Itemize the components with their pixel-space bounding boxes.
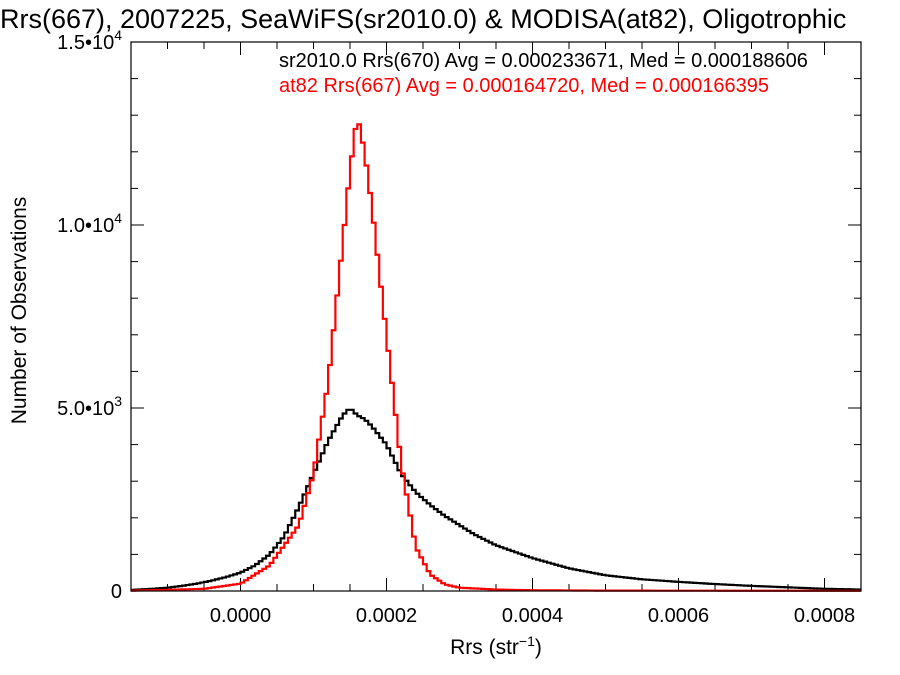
x-tick-label: 0.0004 <box>502 605 563 627</box>
series-line-0 <box>131 408 861 591</box>
plot-frame <box>130 41 862 592</box>
y-tick-label: 5.0•103 <box>57 393 122 420</box>
series-line-1 <box>131 123 861 592</box>
x-tick-label: 0.0002 <box>356 605 417 627</box>
x-tick-labels: 0.0000 0.0002 0.0004 0.0006 0.0008 <box>210 605 855 627</box>
y-axis-label: Number of Observations <box>8 197 31 425</box>
axis-ticks <box>130 41 862 592</box>
y-tick-label: 1.0•104 <box>57 210 122 237</box>
legend-entry: at82 Rrs(667) Avg = 0.000164720, Med = 0… <box>279 75 769 97</box>
y-tick-label: 0 <box>111 581 122 603</box>
legend-entry: sr2010.0 Rrs(670) Avg = 0.000233671, Med… <box>279 50 808 72</box>
y-tick-label: 1.5•104 <box>57 27 122 54</box>
chart-title: Rrs(667), 2007225, SeaWiFS(sr2010.0) & M… <box>0 4 847 34</box>
x-axis-label: Rrs (str−1) <box>450 633 542 659</box>
x-tick-label: 0.0006 <box>648 605 709 627</box>
x-tick-label: 0.0008 <box>794 605 855 627</box>
y-tick-labels: 0 5.0•103 1.0•104 1.5•104 <box>57 27 122 603</box>
series-layer <box>131 123 861 592</box>
x-tick-label: 0.0000 <box>210 605 271 627</box>
legend: sr2010.0 Rrs(670) Avg = 0.000233671, Med… <box>279 50 808 97</box>
